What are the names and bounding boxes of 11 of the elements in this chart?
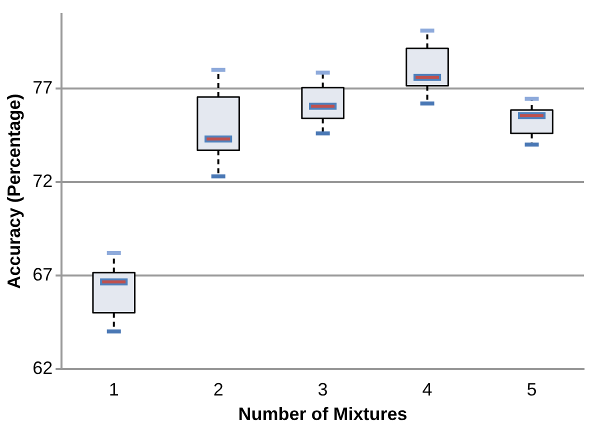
x-axis-title: Number of Mixtures <box>238 404 408 424</box>
y-tick-label: 67 <box>32 264 53 284</box>
y-tick-label: 77 <box>32 78 53 98</box>
x-tick-label: 1 <box>108 380 119 400</box>
x-tick-label: 2 <box>213 380 224 400</box>
y-tick-label: 62 <box>32 358 53 378</box>
y-tick-label: 72 <box>32 170 53 191</box>
x-tick-label: 3 <box>318 380 328 400</box>
x-tick-label: 5 <box>526 380 537 400</box>
x-tick-label: 4 <box>422 380 432 400</box>
y-axis-title: Accuracy (Percentage) <box>4 94 24 289</box>
